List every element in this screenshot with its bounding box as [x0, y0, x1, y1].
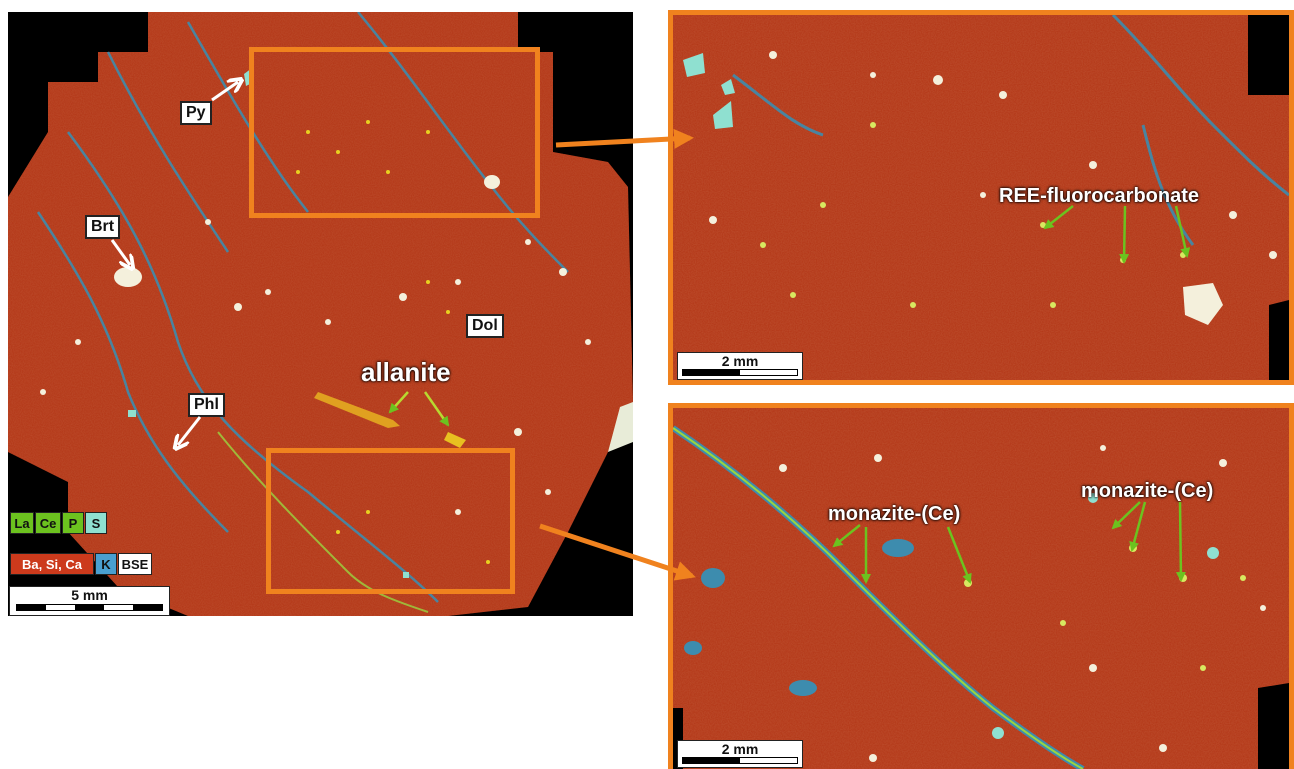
scalebar-main: 5 mm: [9, 586, 170, 616]
arrow-pyrite: [211, 82, 238, 102]
label-monazite-left: monazite-(Ce): [828, 503, 961, 525]
scalebar-main-label: 5 mm: [71, 587, 108, 603]
scalebar-top-right-label: 2 mm: [721, 353, 759, 369]
overview-map: [8, 12, 633, 616]
arrow-to-zoom-top: [555, 128, 694, 149]
scalebar-bottom-right-bar: [682, 757, 798, 764]
legend-k: K: [95, 553, 117, 575]
arrow-monazite-l3: [946, 526, 972, 584]
arrow-monazite-r3: [1175, 501, 1186, 582]
overview-map-texture: [8, 12, 633, 616]
arrow-monazite-l1: [832, 524, 861, 548]
zoom-panel-top-texture: [673, 15, 1289, 380]
label-barite: Brt: [85, 215, 121, 239]
label-allanite: allanite: [361, 357, 451, 387]
arrow-to-zoom-bottom: [539, 523, 696, 581]
arrow-allanite-2: [423, 391, 450, 427]
label-ree-fluorocarbonate: REE-fluorocarbonate: [999, 185, 1200, 207]
arrow-monazite-r1: [1111, 501, 1141, 530]
legend-ce: Ce: [35, 512, 61, 534]
scalebar-top-right: 2 mm: [677, 352, 803, 380]
zoom-panel-bottom-texture: [673, 408, 1289, 769]
label-pyrite: Py: [180, 101, 212, 125]
arrow-ree-2: [1119, 205, 1130, 264]
zoom-panel-bottom: monazite-(Ce) monazite-(Ce) 2 mm: [668, 403, 1294, 769]
arrow-allanite-1: [388, 391, 409, 414]
label-phlogopite: Phl: [188, 393, 225, 417]
arrow-ree-3: [1174, 205, 1191, 258]
arrow-ree-1: [1043, 205, 1074, 230]
scalebar-top-right-bar: [682, 369, 798, 376]
arrow-barite: [110, 239, 130, 265]
legend-ba-si-ca: Ba, Si, Ca: [10, 553, 94, 575]
scalebar-bottom-right-label: 2 mm: [721, 741, 759, 757]
legend-la: La: [10, 512, 34, 534]
selection-box-bottom[interactable]: [266, 448, 515, 594]
zoom-panel-top: REE-fluorocarbonate 2 mm: [668, 10, 1294, 385]
label-dolomite: Dol: [466, 314, 504, 338]
legend-s: S: [85, 512, 107, 534]
scalebar-main-bar: [16, 604, 163, 611]
arrow-phlogopite: [178, 416, 202, 445]
legend-p: P: [62, 512, 84, 534]
scalebar-bottom-right: 2 mm: [677, 740, 803, 768]
legend-bse: BSE: [118, 553, 152, 575]
label-monazite-right: monazite-(Ce): [1081, 480, 1214, 502]
selection-box-top[interactable]: [249, 47, 540, 218]
arrow-monazite-r2: [1129, 501, 1147, 552]
